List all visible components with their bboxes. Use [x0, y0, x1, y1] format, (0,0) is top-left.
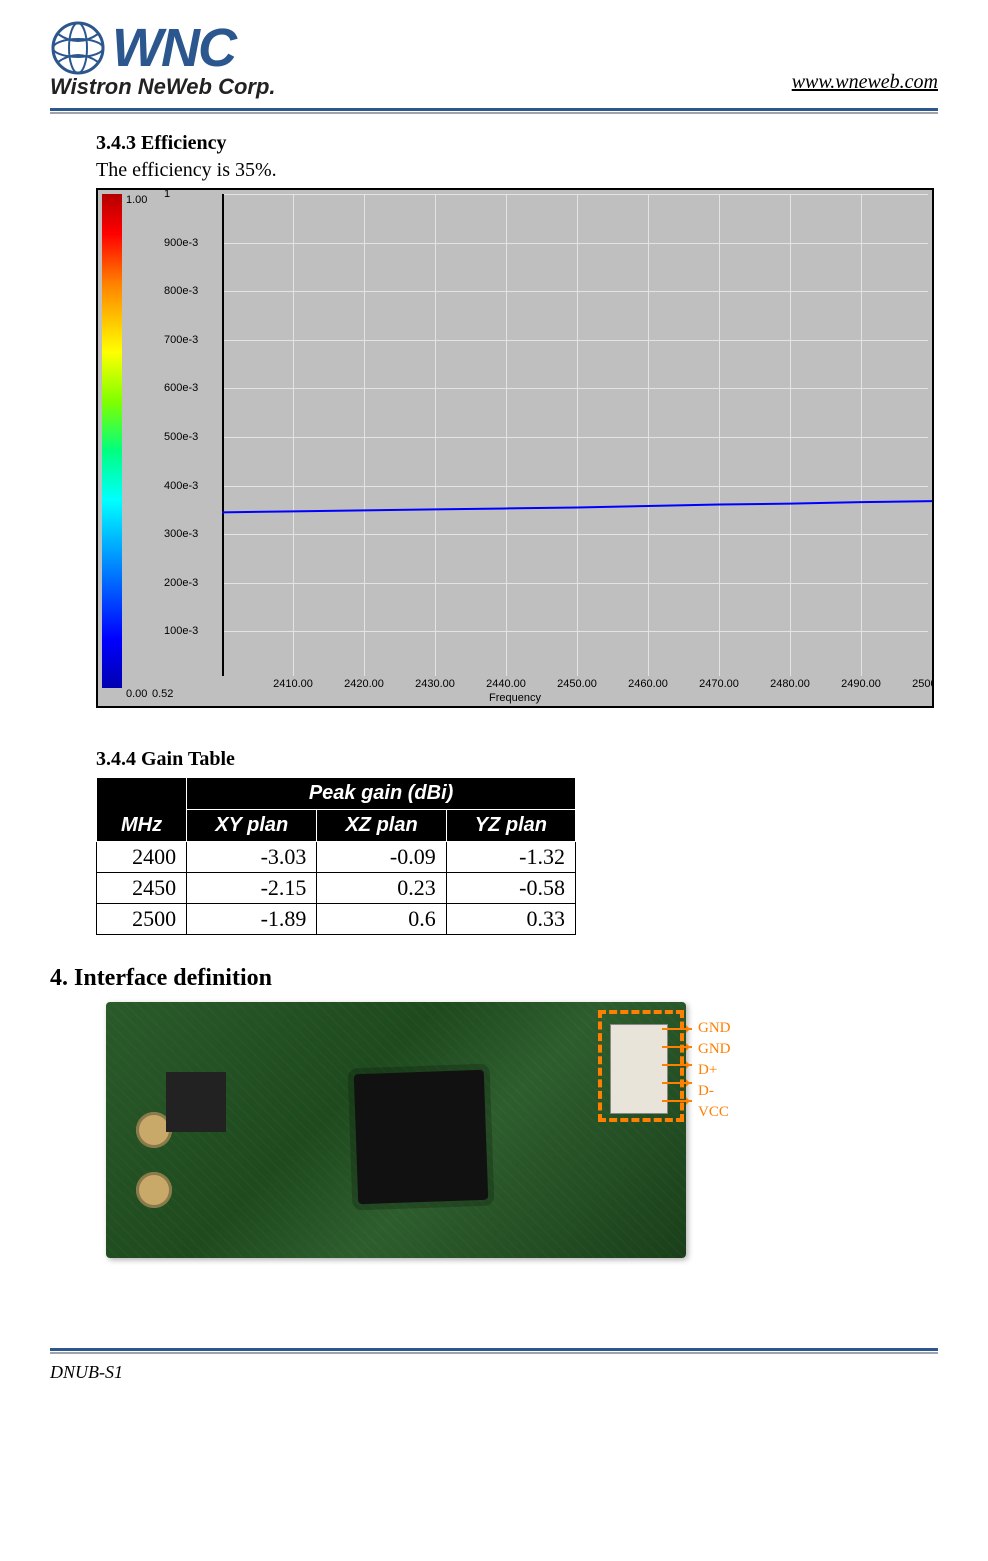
website-url: www.wneweb.com — [792, 71, 938, 100]
colorbar-bottom-label: 0.00 — [126, 688, 147, 700]
chart-y-tick: 1 — [164, 188, 170, 200]
table-cell: 0.23 — [317, 873, 446, 904]
chart-plot-area — [162, 194, 928, 676]
pin-label: GND — [698, 1041, 731, 1058]
pin-label: D+ — [698, 1062, 731, 1079]
chart-y-tick: 500e-3 — [164, 431, 198, 443]
table-cell: -1.89 — [187, 904, 317, 935]
efficiency-heading: 3.4.3 Efficiency — [96, 132, 938, 155]
table-cell: 0.6 — [317, 904, 446, 935]
pin-lead-3 — [662, 1064, 692, 1066]
chart-x-tick: 2430.00 — [415, 678, 455, 690]
efficiency-text: The efficiency is 35%. — [96, 159, 938, 182]
pin-label: VCC — [698, 1104, 731, 1121]
header-rule — [50, 108, 938, 114]
connector-highlight-box — [598, 1010, 684, 1122]
chart-x-tick: 2460.00 — [628, 678, 668, 690]
gain-table-heading: 3.4.4 Gain Table — [96, 748, 938, 771]
chart-y-tick: 900e-3 — [164, 237, 198, 249]
table-cell: -1.32 — [446, 842, 575, 873]
table-header-peak: Peak gain (dBi) — [187, 778, 576, 810]
efficiency-chart: 1.00 0.52 0.00 Legend Efficiency( ) Freq… — [96, 188, 934, 708]
table-row: 2400-3.03-0.09-1.32 — [97, 842, 576, 873]
table-cell: 0.33 — [446, 904, 575, 935]
table-header-mhz: MHz — [97, 778, 187, 842]
globe-icon — [50, 20, 106, 76]
logo-letters: WNC — [112, 17, 235, 79]
table-cell: -0.58 — [446, 873, 575, 904]
table-cell: 2500 — [97, 904, 187, 935]
company-logo: WNC Wistron NeWeb Corp. — [50, 18, 310, 100]
colorbar-top-label: 1.00 — [126, 194, 147, 206]
chart-x-tick: 2450.00 — [557, 678, 597, 690]
chart-y-tick: 600e-3 — [164, 382, 198, 394]
main-ic — [354, 1070, 488, 1204]
page-header: WNC Wistron NeWeb Corp. www.wneweb.com — [50, 18, 938, 106]
chart-y-tick: 100e-3 — [164, 625, 198, 637]
chart-y-tick: 400e-3 — [164, 480, 198, 492]
chart-x-tick: 2480.00 — [770, 678, 810, 690]
pin-label-list: GND GND D+ D- VCC — [698, 1020, 731, 1121]
chart-colorbar — [102, 194, 122, 688]
interface-heading: 4. Interface definition — [50, 965, 938, 992]
footer-rule — [50, 1348, 938, 1354]
table-cell: 2450 — [97, 873, 187, 904]
table-header-yz: YZ plan — [446, 810, 575, 842]
chart-x-tick: 2490.00 — [841, 678, 881, 690]
colorbar-side-label: 0.52 — [152, 688, 173, 700]
table-header-xz: XZ plan — [317, 810, 446, 842]
table-cell: -3.03 — [187, 842, 317, 873]
pin-label: GND — [698, 1020, 731, 1037]
chart-gridline-v — [932, 194, 933, 676]
chart-x-tick: 2470.00 — [699, 678, 739, 690]
chart-y-tick: 700e-3 — [164, 334, 198, 346]
table-cell: -2.15 — [187, 873, 317, 904]
chart-x-tick: 2420.00 — [344, 678, 384, 690]
chart-x-axis-label: Frequency — [489, 692, 541, 704]
chart-line-svg — [162, 194, 932, 680]
small-ic — [166, 1072, 226, 1132]
pin-label: D- — [698, 1083, 731, 1100]
chart-x-tick: 2500.00 — [912, 678, 934, 690]
gain-table: MHz Peak gain (dBi) XY plan XZ plan YZ p… — [96, 777, 576, 935]
pin-lead-4 — [662, 1082, 692, 1084]
table-header-xy: XY plan — [187, 810, 317, 842]
chart-x-tick: 2440.00 — [486, 678, 526, 690]
chart-y-tick: 300e-3 — [164, 528, 198, 540]
table-cell: -0.09 — [317, 842, 446, 873]
chart-y-tick: 800e-3 — [164, 285, 198, 297]
table-row: 2450-2.150.23-0.58 — [97, 873, 576, 904]
table-cell: 2400 — [97, 842, 187, 873]
pin-lead-1 — [662, 1028, 692, 1030]
chart-x-tick: 2410.00 — [273, 678, 313, 690]
pin-lead-2 — [662, 1046, 692, 1048]
pcb-photo: GND GND D+ D- VCC — [106, 1002, 746, 1258]
logo-tagline: Wistron NeWeb Corp. — [50, 74, 310, 100]
footer-doc-id: DNUB-S1 — [0, 1362, 988, 1383]
chart-y-tick: 200e-3 — [164, 577, 198, 589]
table-row: 2500-1.890.60.33 — [97, 904, 576, 935]
antenna-connector-2 — [136, 1172, 172, 1208]
pin-lead-5 — [662, 1100, 692, 1102]
